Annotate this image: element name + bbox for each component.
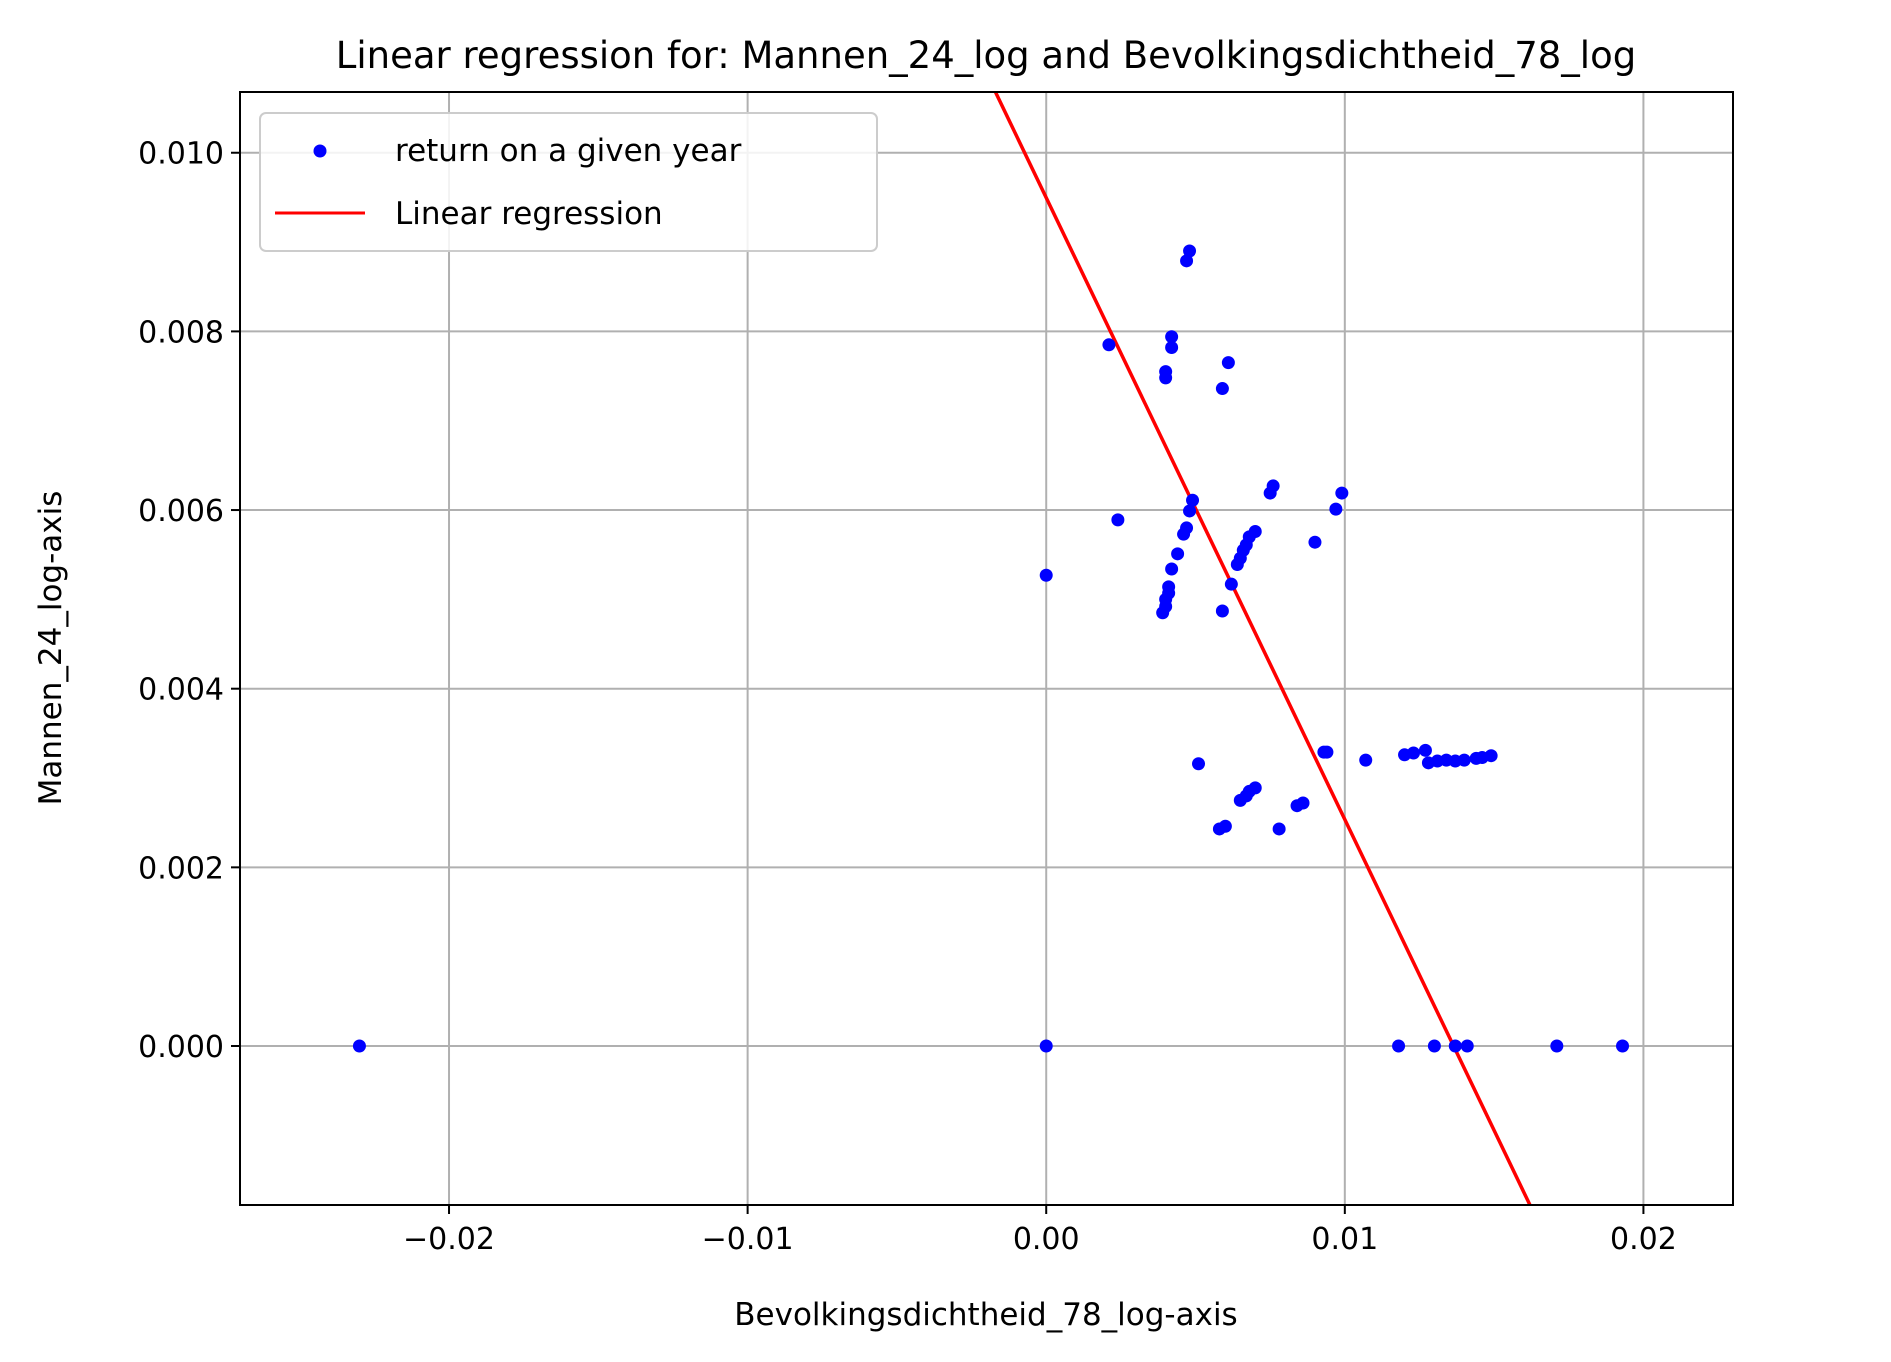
scatter-point: [1183, 504, 1197, 518]
x-tick-label: 0.02: [1610, 1222, 1677, 1257]
scatter-point: [1272, 822, 1286, 836]
x-axis-label: Bevolkingsdichtheid_78_log-axis: [734, 1297, 1237, 1333]
legend-label-scatter: return on a given year: [395, 133, 742, 169]
scatter-point: [1180, 521, 1194, 535]
scatter-point: [1248, 524, 1262, 538]
y-axis-ticks: 0.000 0.002 0.004 0.006 0.008 0.010: [138, 137, 240, 1065]
scatter-point: [1102, 338, 1116, 352]
scatter-point: [1460, 1039, 1474, 1053]
scatter-point: [1171, 547, 1185, 561]
scatter-point: [1183, 244, 1197, 258]
y-tick-label: 0.006: [138, 494, 224, 529]
scatter-point: [1308, 535, 1322, 549]
scatter-point: [1215, 382, 1229, 396]
scatter-point: [1266, 479, 1280, 493]
regression-line-path: [993, 92, 1532, 1205]
scatter-point: [1320, 745, 1334, 759]
y-gridlines: [240, 151, 1733, 1047]
scatter-point: [1192, 757, 1206, 771]
scatter-point: [1224, 577, 1238, 591]
y-axis-label: Mannen_24_log-axis: [33, 491, 69, 806]
legend: return on a given year Linear regression: [259, 112, 878, 252]
y-tick-label: 0.010: [138, 137, 224, 172]
x-gridlines: [448, 92, 1645, 1205]
scatter-point: [1165, 340, 1179, 354]
legend-box: [259, 112, 878, 252]
scatter-point: [1484, 749, 1498, 763]
scatter-point: [1165, 562, 1179, 576]
chart-title: Linear regression for: Mannen_24_log and…: [336, 34, 1636, 77]
scatter-point: [1457, 753, 1471, 767]
scatter-point: [1296, 796, 1310, 810]
legend-marker-scatter: [313, 144, 327, 158]
scatter-point: [1359, 753, 1373, 767]
scatter-points: [352, 244, 1630, 1053]
x-tick-label: −0.02: [403, 1222, 495, 1257]
scatter-point: [1418, 743, 1432, 757]
legend-label-regression: Linear regression: [395, 196, 663, 232]
y-tick-label: 0.008: [138, 315, 224, 350]
scatter-point: [1111, 513, 1125, 527]
y-tick-label: 0.004: [138, 673, 224, 708]
scatter-point: [1329, 502, 1343, 516]
scatter-point: [1550, 1039, 1564, 1053]
scatter-point: [1448, 1039, 1462, 1053]
x-tick-label: 0.00: [1013, 1222, 1080, 1257]
scatter-point: [1427, 1039, 1441, 1053]
y-tick-label: 0.000: [138, 1030, 224, 1065]
scatter-point: [1248, 781, 1262, 795]
plot-area: [352, 92, 1630, 1205]
scatter-point: [1218, 819, 1232, 833]
scatter-point: [1165, 330, 1179, 344]
scatter-point: [1186, 493, 1200, 507]
scatter-point: [1406, 746, 1420, 760]
scatter-point: [1215, 604, 1229, 618]
y-tick-label: 0.002: [138, 851, 224, 886]
scatter-point: [1162, 580, 1176, 594]
scatter-point: [1335, 486, 1349, 500]
scatter-point: [1392, 1039, 1406, 1053]
regression-line: [993, 92, 1532, 1205]
scatter-point: [1221, 356, 1235, 370]
x-tick-label: 0.01: [1311, 1222, 1378, 1257]
scatter-point: [1039, 1039, 1053, 1053]
plot-frame: [239, 91, 1734, 1206]
scatter-point: [1616, 1039, 1630, 1053]
x-tick-label: −0.01: [702, 1222, 794, 1257]
scatter-point: [1180, 254, 1194, 268]
scatter-point: [1159, 365, 1173, 379]
scatter-point: [1039, 568, 1053, 582]
x-axis-ticks: −0.02 −0.01 0.00 0.01 0.02: [403, 1205, 1677, 1257]
scatter-point: [352, 1039, 366, 1053]
